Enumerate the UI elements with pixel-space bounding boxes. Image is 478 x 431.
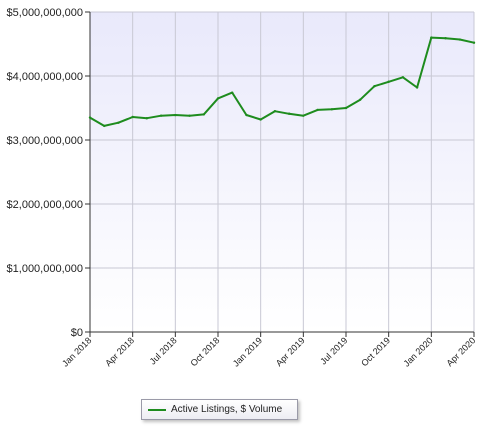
data-point bbox=[131, 115, 134, 119]
data-point bbox=[273, 110, 277, 113]
data-point bbox=[145, 117, 149, 120]
y-tick-label: $2,000,000,000 bbox=[7, 199, 83, 211]
legend: Active Listings, $ Volume bbox=[141, 399, 298, 420]
data-point bbox=[316, 108, 319, 112]
x-tick-label: Apr 2019 bbox=[274, 335, 307, 368]
x-axis-ticks: Jan 2018 Apr 2018 Jul 2018 Oct 2018 Jan 2019… bbox=[60, 332, 477, 369]
x-tick-label: Jan 2018 bbox=[60, 335, 93, 368]
data-point bbox=[259, 118, 262, 121]
plot-area bbox=[90, 12, 474, 332]
data-point bbox=[472, 41, 476, 44]
series-line-0 bbox=[89, 36, 475, 127]
data-point bbox=[174, 113, 177, 117]
legend-label-series-0: Active Listings, $ Volume bbox=[171, 404, 283, 415]
gridlines bbox=[90, 11, 475, 332]
data-point bbox=[188, 114, 191, 117]
x-tick-label: Apr 2018 bbox=[103, 335, 136, 368]
legend-swatch bbox=[148, 408, 166, 411]
data-point bbox=[287, 112, 291, 115]
x-tick-label: Jul 2018 bbox=[148, 335, 179, 366]
data-point bbox=[216, 97, 220, 100]
y-tick-label: $4,000,000,000 bbox=[7, 71, 83, 83]
x-tick-label: Jul 2019 bbox=[318, 335, 349, 366]
y-tick-label: $1,000,000,000 bbox=[7, 263, 83, 275]
data-point bbox=[103, 124, 106, 128]
axes bbox=[89, 12, 474, 333]
data-point bbox=[330, 108, 333, 111]
data-point bbox=[387, 80, 390, 83]
series-layer bbox=[88, 36, 476, 128]
y-tick-label: $3,000,000,000 bbox=[7, 135, 83, 147]
x-tick-label: Jan 2020 bbox=[401, 335, 434, 368]
data-point bbox=[231, 91, 234, 94]
y-tick-label: $5,000,000,000 bbox=[7, 7, 83, 19]
data-point bbox=[117, 121, 120, 124]
data-point bbox=[415, 86, 419, 89]
data-point bbox=[401, 76, 405, 79]
data-point bbox=[373, 85, 376, 88]
data-point bbox=[430, 36, 433, 39]
data-point bbox=[88, 116, 92, 119]
x-tick-label: Apr 2020 bbox=[445, 335, 478, 368]
y-tick-label: $0 bbox=[71, 327, 83, 339]
data-point bbox=[458, 38, 461, 41]
data-point bbox=[302, 114, 305, 117]
data-point bbox=[444, 37, 447, 40]
data-point bbox=[202, 113, 205, 116]
x-tick-label: Oct 2019 bbox=[359, 335, 392, 368]
data-point bbox=[159, 114, 163, 117]
data-point bbox=[245, 113, 248, 117]
x-tick-label: Oct 2018 bbox=[189, 335, 222, 368]
x-tick-label: Jan 2019 bbox=[231, 335, 264, 368]
y-axis-ticks: $0 $1,000,000,000 $2,000,000,000 $3,000,000… bbox=[7, 7, 90, 339]
data-point bbox=[344, 106, 348, 110]
data-point bbox=[359, 98, 362, 101]
